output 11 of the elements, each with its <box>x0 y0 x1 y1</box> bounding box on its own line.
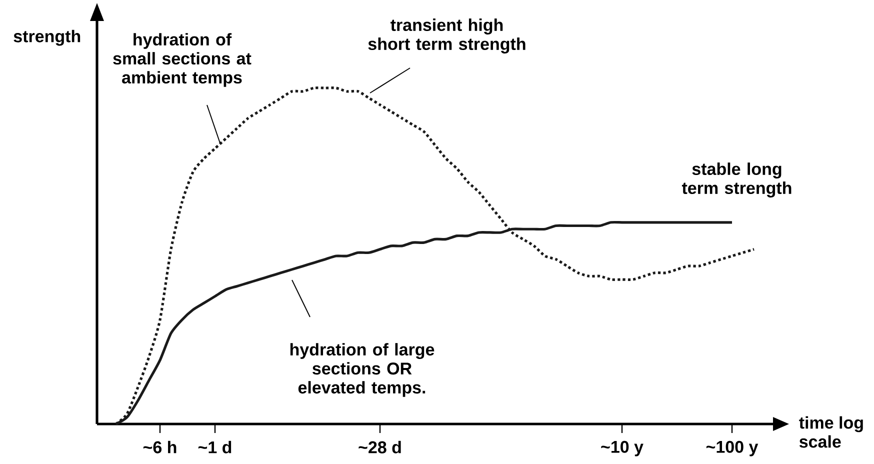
x-axis-title: time log scale <box>799 416 863 448</box>
annotation: stable long term strength <box>682 162 792 198</box>
x-tick-label: ~1 d <box>198 440 232 454</box>
x-tick-label: ~10 y <box>601 440 644 456</box>
x-tick-label: ~6 h <box>143 440 176 454</box>
y-axis-title: strength <box>14 30 80 46</box>
x-tick-label: ~28 d <box>358 440 401 454</box>
text: hydration of small sections at ambient temps <box>113 33 252 87</box>
annotation: hydration of large sections OR elevated temps. <box>290 343 434 397</box>
text: transient high short term strength <box>368 18 526 54</box>
x-tick-label: ~100 y <box>706 440 758 456</box>
